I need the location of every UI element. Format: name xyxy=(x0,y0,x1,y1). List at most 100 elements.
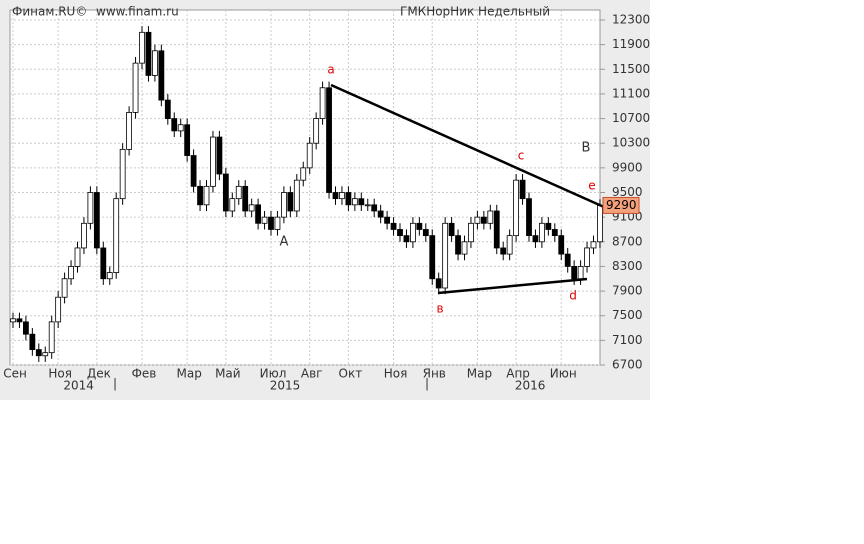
candle-body xyxy=(216,136,223,175)
candle-body xyxy=(345,192,352,206)
plot-area xyxy=(9,9,601,366)
candle-body xyxy=(390,222,397,230)
x-tick-label: Мар xyxy=(467,367,492,381)
y-tick-label: 11100 xyxy=(612,86,650,100)
candle-body xyxy=(171,118,178,132)
candle-body xyxy=(480,216,487,224)
candle-body xyxy=(455,235,461,255)
candle-body xyxy=(551,229,558,237)
candle-body xyxy=(68,266,74,280)
candle-body xyxy=(55,296,62,323)
candle-body xyxy=(268,216,274,230)
last-price-box xyxy=(602,196,640,214)
candle-body xyxy=(416,222,423,230)
x-tick-label: Фев xyxy=(132,367,157,381)
candle-body xyxy=(248,204,255,212)
candle-body xyxy=(500,247,507,255)
candle-body xyxy=(293,179,300,212)
x-tick-label: Июн xyxy=(550,367,577,381)
candle-body xyxy=(100,247,107,280)
y-tick-label: 7500 xyxy=(612,308,643,322)
trend-line xyxy=(437,277,588,295)
y-tick-label: 8700 xyxy=(612,234,643,248)
candle-body xyxy=(274,216,281,230)
annotation: a xyxy=(327,63,334,77)
candle-body xyxy=(351,198,358,206)
candle-body xyxy=(255,204,262,224)
candle-body xyxy=(584,247,590,267)
candle-body xyxy=(287,192,294,212)
candle-body xyxy=(145,31,152,76)
candle-body xyxy=(371,204,378,212)
candle-body xyxy=(300,167,307,181)
candle-body xyxy=(435,278,442,289)
candle-body xyxy=(397,229,403,237)
candle-body xyxy=(409,222,416,243)
candle-body xyxy=(564,253,571,267)
x-tick-label: Авг xyxy=(301,367,323,381)
candle-body xyxy=(22,321,29,335)
candle-body xyxy=(468,222,474,243)
x-tick-label: Сен xyxy=(3,367,27,381)
y-tick-label: 11500 xyxy=(612,62,650,76)
candle-body xyxy=(242,185,249,212)
x-tick-label: Окт xyxy=(339,367,363,381)
x-tick-label: Апр xyxy=(506,367,530,381)
candle-body xyxy=(422,229,429,237)
candle-body xyxy=(48,321,55,354)
candle-body xyxy=(10,318,16,323)
candle-body xyxy=(61,278,68,298)
candle-body xyxy=(151,50,158,76)
candle-body xyxy=(358,198,365,206)
candle-body xyxy=(558,235,565,255)
annotation: B xyxy=(582,141,591,156)
candle-body xyxy=(513,179,519,237)
annotation: в xyxy=(436,302,443,316)
candle-body xyxy=(532,235,539,243)
header-text: Финам.RU© xyxy=(12,5,87,19)
candle-body xyxy=(222,173,229,212)
header-text: ГМКНорНик Недельный xyxy=(400,5,550,19)
y-tick-label: 9900 xyxy=(612,160,643,174)
annotation: A xyxy=(280,235,289,250)
candle-body xyxy=(184,124,191,156)
candle-body xyxy=(487,210,494,224)
annotation: d xyxy=(569,289,577,303)
candle-body xyxy=(29,333,36,350)
header-text: www.finam.ru xyxy=(96,5,179,19)
candle-body xyxy=(177,124,184,132)
candle-body xyxy=(81,222,87,249)
candle-body xyxy=(235,185,242,200)
candle-body xyxy=(326,87,332,193)
candle-body xyxy=(319,87,326,119)
candle-body xyxy=(461,241,468,255)
candle-body xyxy=(197,185,203,206)
candle-body xyxy=(493,210,500,249)
candle-body xyxy=(158,50,165,101)
y-tick-label: 11900 xyxy=(612,37,650,51)
candle-body xyxy=(526,198,532,237)
x-tick-label: Дек xyxy=(87,367,111,381)
candle-body xyxy=(377,210,384,218)
x-tick-label: Май xyxy=(215,367,241,381)
candle-body xyxy=(384,216,391,224)
candle-body xyxy=(597,205,603,243)
candle-body xyxy=(448,222,455,237)
year-label: 2016 xyxy=(515,379,546,393)
candle-body xyxy=(577,266,584,280)
year-label: 2015 xyxy=(270,379,301,393)
trend-line xyxy=(330,83,605,209)
separator: | xyxy=(425,377,429,391)
candle-body xyxy=(190,155,197,187)
candle-body xyxy=(313,118,320,144)
candle-body xyxy=(132,62,139,113)
candle-body xyxy=(474,216,481,224)
x-tick-label: Ноя xyxy=(384,367,408,381)
y-tick-label: 9500 xyxy=(612,185,643,199)
candle-body xyxy=(87,192,94,224)
y-tick-label: 7900 xyxy=(612,284,643,298)
candle-body xyxy=(93,192,100,249)
x-tick-label: Ноя xyxy=(48,367,72,381)
